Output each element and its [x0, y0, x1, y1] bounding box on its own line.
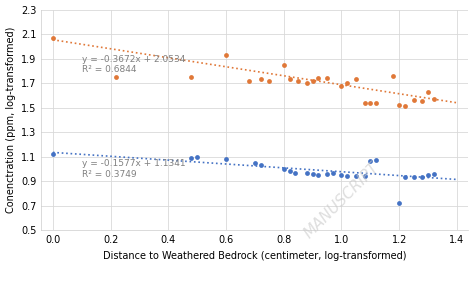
Point	[113, 75, 120, 79]
Point	[323, 76, 331, 81]
Point	[344, 174, 351, 178]
Point	[329, 170, 337, 175]
Y-axis label: Conenctration (ppm, log-transformed): Conenctration (ppm, log-transformed)	[6, 27, 16, 213]
Point	[286, 169, 293, 174]
Point	[361, 174, 368, 178]
Point	[372, 100, 380, 105]
Point	[286, 77, 293, 82]
Point	[265, 78, 273, 83]
Point	[424, 173, 432, 177]
Point	[309, 78, 317, 83]
Point	[222, 53, 230, 57]
Point	[49, 152, 57, 156]
Point	[390, 73, 397, 78]
Point	[257, 77, 264, 82]
Point	[315, 173, 322, 177]
X-axis label: Distance to Weathered Bedrock (centimeter, log-transformed): Distance to Weathered Bedrock (centimete…	[103, 250, 407, 260]
Point	[395, 201, 403, 206]
Point	[280, 62, 288, 67]
Point	[424, 89, 432, 94]
Point	[344, 81, 351, 86]
Point	[372, 158, 380, 163]
Point	[292, 170, 299, 175]
Point	[193, 154, 201, 159]
Text: y = -0.1577x + 1.1341
R² = 0.3749: y = -0.1577x + 1.1341 R² = 0.3749	[82, 159, 185, 179]
Point	[410, 175, 418, 180]
Point	[337, 173, 345, 177]
Point	[280, 166, 288, 171]
Point	[309, 171, 317, 176]
Point	[410, 98, 418, 103]
Point	[251, 160, 259, 165]
Point	[294, 78, 302, 83]
Point	[257, 163, 264, 168]
Point	[361, 100, 368, 105]
Point	[188, 75, 195, 79]
Point	[323, 171, 331, 176]
Point	[246, 78, 253, 83]
Point	[303, 81, 310, 86]
Point	[337, 83, 345, 88]
Point	[366, 159, 374, 164]
Point	[419, 99, 426, 104]
Point	[315, 76, 322, 81]
Point	[222, 157, 230, 161]
Point	[401, 104, 409, 109]
Point	[303, 170, 310, 175]
Text: y = -0.3672x + 2.0534
R² = 0.6844: y = -0.3672x + 2.0534 R² = 0.6844	[82, 55, 185, 75]
Point	[430, 171, 438, 176]
Point	[419, 175, 426, 180]
Point	[188, 155, 195, 160]
Point	[401, 175, 409, 180]
Point	[49, 35, 57, 40]
Point	[366, 100, 374, 105]
Point	[430, 97, 438, 101]
Point	[395, 103, 403, 107]
Point	[352, 77, 360, 82]
Point	[352, 174, 360, 178]
Text: MANUSCRIPT: MANUSCRIPT	[301, 160, 382, 241]
